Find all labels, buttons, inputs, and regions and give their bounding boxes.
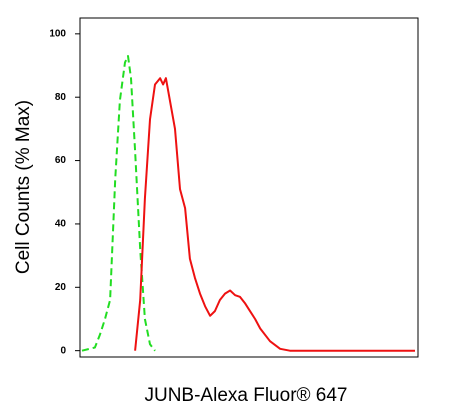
series-line <box>134 77 415 352</box>
y-axis-label: Cell Counts (% Max) <box>13 100 34 274</box>
y-tick-label: 20 <box>55 282 67 293</box>
y-tick-label: 40 <box>55 219 67 230</box>
series-line <box>81 55 156 352</box>
y-tick-label: 60 <box>55 155 67 166</box>
plot-frame <box>79 17 419 358</box>
x-axis-label: JUNB-Alexa Fluor® 647 <box>144 385 347 406</box>
y-tick-label: 0 <box>60 345 66 356</box>
y-tick-label: 80 <box>55 92 67 103</box>
y-tick-label: 100 <box>49 28 66 39</box>
